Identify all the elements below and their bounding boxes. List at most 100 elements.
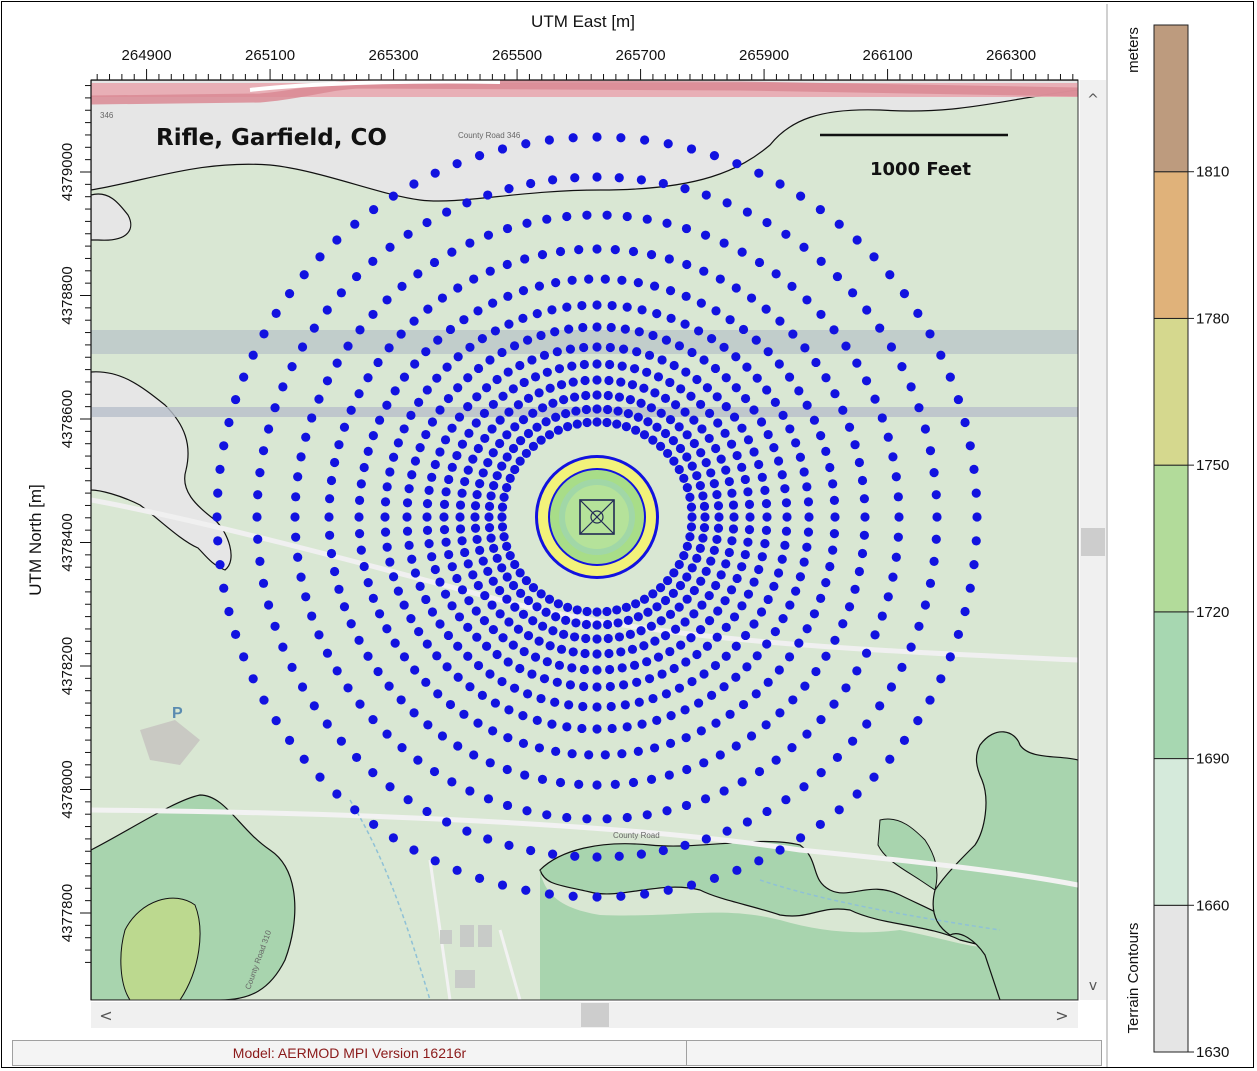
receptor-point — [738, 324, 749, 335]
receptor-point — [559, 395, 569, 405]
receptor-point — [769, 581, 779, 592]
receptor-point — [773, 456, 784, 466]
receptor-point — [699, 355, 709, 365]
receptor-point — [607, 300, 617, 311]
receptor-point — [731, 352, 741, 362]
source-icon[interactable] — [579, 499, 615, 535]
receptor-point — [518, 286, 529, 296]
receptor-point — [363, 578, 373, 588]
receptor-point — [443, 393, 454, 404]
receptor-point — [592, 607, 602, 617]
receptor-point — [799, 242, 809, 252]
receptor-point — [435, 447, 445, 457]
receptor-point — [704, 408, 715, 418]
receptor-point — [502, 223, 513, 234]
receptor-point — [515, 568, 525, 578]
receptor-point — [555, 246, 566, 257]
receptor-point — [636, 175, 646, 185]
receptor-point — [499, 532, 509, 542]
receptor-point — [421, 594, 431, 605]
receptor-point — [530, 372, 541, 382]
receptor-point — [698, 491, 708, 501]
receptor-point — [687, 512, 697, 522]
receptor-point — [504, 617, 514, 627]
vertical-scrollbar[interactable]: ^ v — [1080, 80, 1106, 1000]
vertical-scroll-thumb[interactable] — [1081, 528, 1105, 556]
receptor-point — [592, 390, 602, 400]
receptor-point — [528, 616, 538, 626]
receptor-point — [518, 313, 528, 323]
receptor-point — [622, 211, 632, 222]
receptor-point — [382, 295, 392, 305]
receptor-point — [728, 500, 739, 510]
receptor-point — [215, 464, 225, 474]
receptor-point — [577, 300, 587, 311]
receptor-point — [740, 630, 751, 641]
receptor-point — [473, 363, 484, 374]
receptor-point — [404, 540, 414, 550]
horizontal-scroll-thumb[interactable] — [581, 1003, 609, 1027]
receptor-point — [248, 350, 258, 360]
chevron-down-icon[interactable]: v — [1089, 978, 1097, 994]
receptor-point — [695, 543, 705, 553]
chevron-right-icon[interactable]: > — [1055, 1006, 1068, 1025]
receptor-point — [744, 499, 755, 509]
receptor-point — [614, 392, 625, 402]
receptor-point — [945, 372, 955, 382]
chevron-up-icon[interactable]: ^ — [1087, 92, 1099, 108]
receptor-point — [462, 826, 472, 836]
receptor-point — [605, 342, 615, 353]
receptor-point — [444, 549, 454, 560]
receptor-point — [406, 410, 416, 420]
receptor-point — [442, 362, 452, 372]
receptor-point — [465, 238, 475, 248]
receptor-point — [454, 412, 465, 422]
receptor-point — [474, 873, 485, 884]
receptor-point — [322, 719, 332, 729]
receptor-point — [634, 327, 644, 337]
receptor-point — [293, 472, 303, 482]
receptor-point — [763, 347, 773, 357]
chevron-left-icon[interactable]: < — [99, 1006, 112, 1025]
receptor-point — [396, 695, 406, 705]
receptor-point — [483, 566, 493, 576]
receptor-point — [815, 819, 825, 830]
receptor-point — [478, 468, 488, 478]
x-tick-label: 265100 — [245, 47, 295, 64]
receptor-point — [646, 403, 656, 413]
receptor-point — [757, 552, 767, 562]
receptor-point — [771, 755, 781, 765]
receptor-point — [332, 789, 342, 799]
receptor-point — [816, 714, 826, 725]
receptor-point — [721, 465, 731, 475]
horizontal-scrollbar[interactable]: < > — [91, 1002, 1078, 1028]
receptor-point — [727, 488, 737, 498]
receptor-point — [544, 889, 554, 899]
receptor-point — [409, 179, 419, 189]
receptor-point — [781, 795, 791, 805]
receptor-point — [709, 479, 719, 489]
receptor-point — [686, 880, 697, 890]
receptor-point — [633, 412, 643, 422]
receptor-point — [637, 305, 647, 315]
receptor-point — [497, 563, 507, 573]
receptor-point — [670, 400, 681, 410]
receptor-point — [720, 428, 730, 438]
receptor-point — [287, 362, 297, 372]
receptor-point — [502, 572, 512, 582]
receptor-point — [373, 666, 383, 677]
receptor-point — [592, 702, 602, 712]
receptor-point — [644, 350, 655, 360]
receptor-point — [830, 389, 840, 399]
receptor-point — [334, 440, 344, 450]
receptor-point — [592, 322, 602, 332]
receptor-point — [568, 133, 578, 143]
receptor-point — [751, 689, 761, 699]
receptor-point — [719, 238, 729, 248]
receptor-point — [497, 676, 507, 687]
receptor-point — [828, 479, 838, 489]
receptor-point — [696, 576, 706, 586]
receptor-point — [510, 559, 520, 570]
receptor-point — [778, 614, 788, 624]
receptor-point — [544, 594, 555, 604]
